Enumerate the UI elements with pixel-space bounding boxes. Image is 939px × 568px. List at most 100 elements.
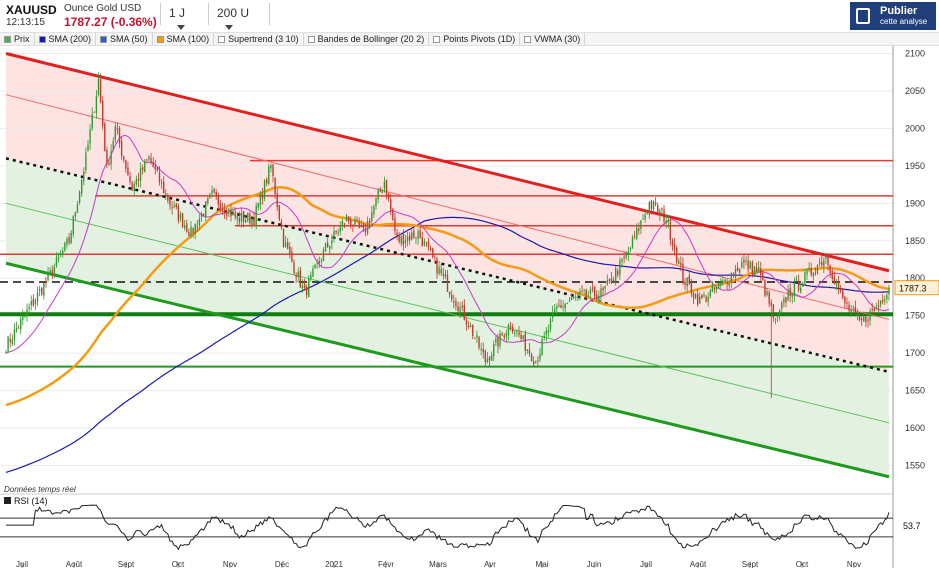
candle-body — [577, 293, 579, 295]
candle-body — [787, 290, 789, 301]
x-tick-label: Nov — [847, 560, 861, 568]
candle-body — [718, 283, 720, 288]
candle-body — [297, 271, 299, 277]
candle-body — [633, 235, 636, 237]
candle-body — [53, 266, 56, 277]
candle-body — [539, 353, 541, 360]
candle-body — [823, 260, 825, 267]
candle-body — [764, 279, 766, 296]
last-price-label: 1787.3 — [899, 284, 927, 294]
candle-body — [303, 284, 306, 288]
interval-dropdown[interactable]: 1 J — [160, 3, 208, 31]
candle-body — [478, 336, 480, 348]
candle-body — [215, 191, 217, 197]
legend-item[interactable]: Supertrend (3 10) — [214, 33, 304, 45]
y-tick-label: 1600 — [905, 423, 925, 433]
legend-label: Supertrend (3 10) — [228, 34, 299, 44]
candle-body — [783, 298, 785, 303]
candle-body — [848, 304, 850, 311]
candle-body — [530, 354, 533, 362]
candle-body — [726, 281, 728, 285]
candle-body — [816, 265, 819, 273]
candle-body — [511, 326, 514, 332]
candle-body — [200, 213, 203, 218]
y-tick-label: 1750 — [905, 311, 925, 321]
chevron-down-icon — [225, 25, 233, 31]
candle-body — [680, 262, 682, 266]
candle-body — [629, 247, 632, 250]
candle-body — [720, 282, 722, 286]
candle-body — [207, 198, 209, 204]
candle-body — [888, 287, 890, 295]
candle-body — [671, 240, 674, 246]
candle-body — [68, 237, 70, 243]
candle-body — [257, 203, 259, 208]
publish-analysis-button[interactable]: Publier cette analyse — [850, 2, 936, 30]
candle-body — [736, 267, 739, 272]
legend-item[interactable]: SMA (200) — [35, 33, 97, 45]
legend-item[interactable]: SMA (50) — [96, 33, 153, 45]
candle-body — [120, 141, 123, 156]
candle-body — [74, 212, 77, 217]
x-tick-label: Août — [690, 560, 707, 568]
clock-time: 12:13:15 — [6, 17, 45, 28]
candle-body — [11, 339, 13, 344]
candle-body — [205, 201, 207, 218]
candle-body — [45, 281, 47, 283]
candle-body — [846, 302, 848, 304]
candle-body — [47, 272, 49, 281]
candle-body — [221, 207, 224, 209]
candle-body — [757, 266, 760, 272]
candle-body — [106, 150, 108, 165]
candle-body — [642, 218, 644, 220]
candle-body — [135, 179, 138, 185]
candle-body — [390, 199, 392, 211]
candle-body — [545, 330, 548, 335]
candle-body — [558, 305, 560, 307]
candle-body — [404, 240, 407, 244]
legend-item[interactable]: Prix — [0, 33, 35, 45]
candle-body — [778, 310, 781, 315]
candle-body — [715, 287, 718, 290]
price-chart[interactable]: 1550 1600 1650 1700 1750 1800 1850 1900 1950 2000… — [0, 46, 939, 568]
candle-body — [51, 270, 53, 276]
candle-body — [316, 262, 318, 264]
candle-body — [877, 305, 880, 307]
candle-body — [623, 256, 625, 258]
candle-body — [59, 253, 62, 255]
legend-item[interactable]: VWMA (30) — [520, 33, 586, 45]
candle-body — [223, 209, 226, 213]
candle-body — [495, 338, 497, 343]
candle-body — [650, 200, 653, 209]
support-zone-fill — [6, 158, 889, 477]
candle-body — [57, 256, 60, 259]
candle-body — [585, 289, 587, 297]
candle-body — [320, 260, 323, 262]
candle-body — [835, 282, 838, 285]
candle-body — [514, 332, 516, 334]
candle-body — [362, 224, 365, 228]
candle-body — [482, 348, 484, 353]
candle-body — [188, 232, 190, 236]
candle-body — [242, 211, 245, 222]
candle-body — [505, 333, 508, 337]
legend-item[interactable]: Points Pivots (1D) — [429, 33, 521, 45]
candle-body — [654, 202, 657, 205]
candle-body — [347, 216, 350, 222]
candle-body — [41, 287, 43, 295]
candle-body — [673, 243, 676, 250]
range-dropdown[interactable]: 200 U — [208, 3, 270, 31]
candle-body — [144, 160, 146, 173]
candle-body — [741, 261, 743, 268]
candle-body — [305, 286, 308, 295]
legend-item[interactable]: SMA (100) — [153, 33, 215, 45]
candle-body — [326, 242, 329, 247]
candle-body — [43, 282, 45, 296]
x-tick-label: Juil — [16, 560, 28, 568]
legend-item[interactable]: Bandes de Bollinger (20 2) — [304, 33, 430, 45]
candle-body — [379, 189, 381, 192]
candle-body — [581, 290, 583, 292]
candle-body — [528, 349, 531, 354]
x-tick-label: Oct — [172, 560, 185, 568]
candle-body — [537, 360, 539, 362]
